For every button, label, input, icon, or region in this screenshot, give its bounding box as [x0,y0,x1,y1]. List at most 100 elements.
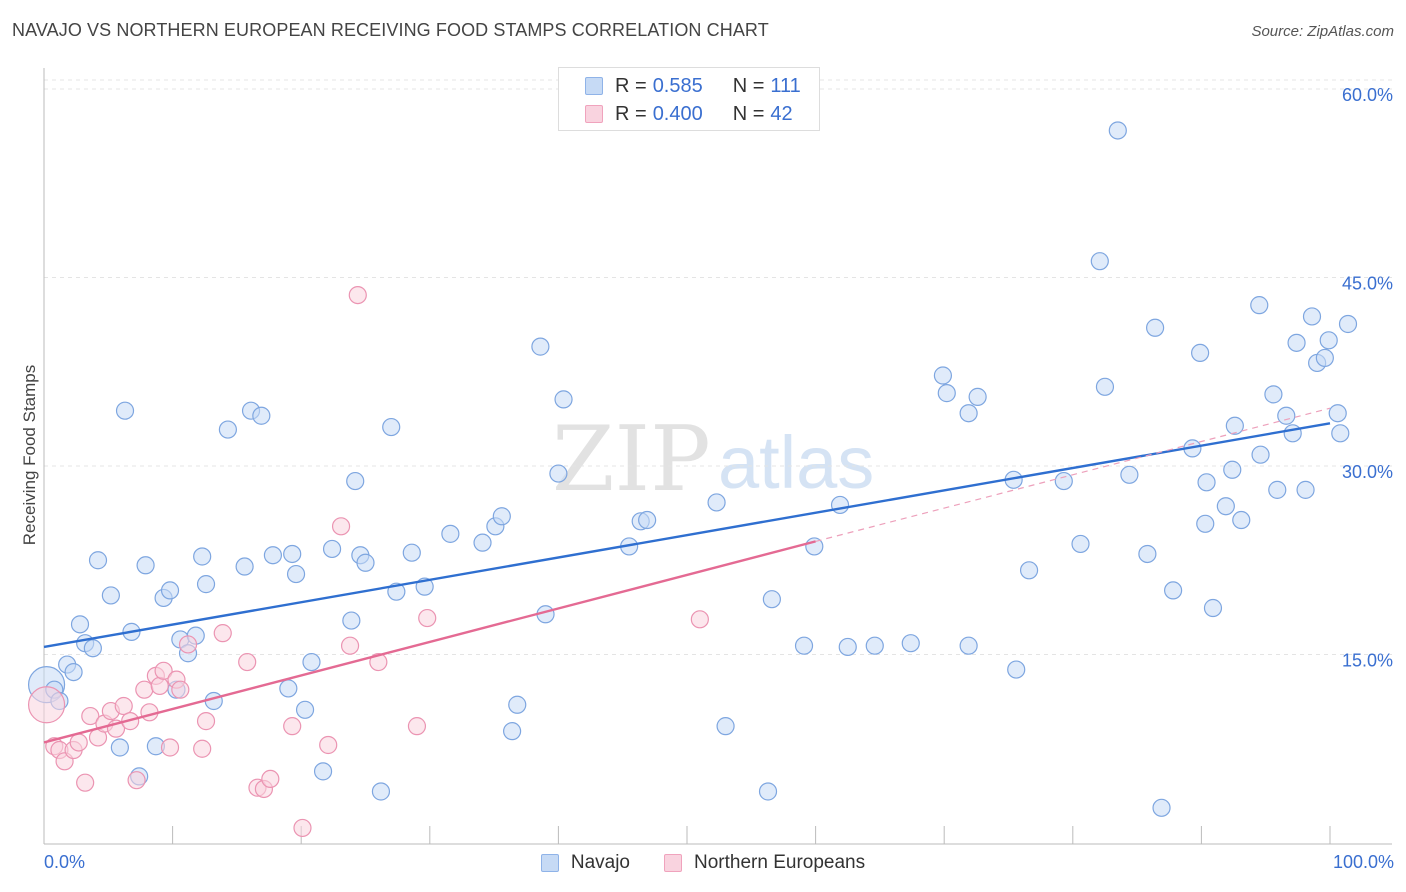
navajo-point [1302,307,1322,326]
northern-europeans-point [178,635,198,654]
navajo-point [1191,343,1210,362]
legend-item-northern-europeans: Northern Europeans [664,852,865,874]
navajo-point [313,762,333,781]
navajo-point [136,556,155,575]
navajo-point [283,544,302,564]
navajo-point [346,471,365,491]
navajo-point [1296,480,1315,499]
navajo-point [503,722,522,741]
legend-swatch-navajo [540,854,559,872]
northern-europeans-point [293,818,312,838]
navajo-point [356,553,375,572]
navajo-point [160,581,180,600]
chart-title: NAVAJO VS NORTHERN EUROPEAN RECEIVING FO… [12,20,769,40]
northern-europeans-point [27,686,66,724]
northern-europeans-point [193,739,212,758]
y-tick-label: 30.0% [1342,462,1393,482]
navajo-point [1019,561,1039,580]
northern-europeans-trend-extension [815,407,1331,542]
navajo-point [101,586,120,605]
y-tick-label: 15.0% [1342,651,1393,671]
legend-swatch-northern-europeans [585,105,603,123]
legend-r-label: R = [615,74,647,97]
navajo-point [382,417,401,437]
northern-europeans-point [319,735,338,755]
northern-europeans-point [340,636,360,655]
legend-n-value: 42 [770,102,793,125]
legend-label-navajo: Navajo [570,852,631,873]
northern-europeans-point [171,680,190,699]
navajo-point [263,546,283,565]
navajo-point [716,717,735,736]
legend-swatch-northern-europeans [664,854,683,872]
northern-europeans-point [331,517,351,536]
navajo-point [1250,296,1269,315]
navajo-point [1283,424,1302,443]
northern-europeans-point [196,712,216,731]
navajo-point [1216,497,1235,516]
navajo-point [1287,333,1306,352]
stats-legend: R = 0.585 N = 111 R = 0.400 N = 42 [558,67,820,131]
northern-europeans-point [238,652,257,672]
northern-europeans-point [213,624,232,643]
navajo-point [1197,473,1216,492]
navajo-point [1152,798,1171,817]
navajo-point [1232,510,1251,530]
source-label: Source: ZipAtlas.com [1251,23,1394,40]
navajo-point [1225,416,1244,435]
navajo-point [1090,252,1109,271]
series-legend: Navajo Northern Europeans [0,852,1406,874]
navajo-point [508,695,527,714]
navajo-point [1146,318,1165,337]
navajo-point [235,557,254,576]
northern-europeans-point [690,610,709,629]
northern-europeans-point [261,769,280,789]
navajo-point [70,615,90,634]
navajo-point [1164,581,1183,600]
navajo-point [286,564,306,584]
northern-europeans-point [76,773,95,792]
northern-europeans-point [418,608,437,628]
navajo-point [473,533,492,552]
navajo-point [794,636,814,655]
navajo-point [193,547,212,566]
navajo-point [115,401,135,420]
navajo-point [110,738,129,757]
legend-n-value: 111 [770,74,801,97]
navajo-point [1120,465,1139,484]
navajo-point [1251,445,1270,464]
navajo-point [302,652,321,672]
navajo-point [1203,598,1223,618]
navajo-point [441,524,460,543]
navajo-point [371,782,391,801]
legend-swatch-navajo [585,77,603,95]
legend-r-value: 0.585 [652,74,703,97]
navajo-point [933,366,953,385]
navajo-point [1264,385,1283,404]
navajo-point [196,575,216,594]
legend-r-label: R = [615,102,647,125]
y-tick-label: 45.0% [1342,274,1393,294]
navajo-point [901,634,920,653]
navajo-point [1138,544,1157,564]
navajo-point [1054,471,1073,491]
northern-europeans-point [348,285,367,305]
navajo-point [218,420,237,439]
northern-europeans-point [81,706,100,726]
navajo-point [959,404,978,423]
legend-row-northern-europeans: R = 0.400 N = 42 [585,103,793,125]
navajo-point [295,700,315,719]
legend-r-value: 0.400 [652,102,703,125]
northern-europeans-point [135,680,154,699]
navajo-point [959,636,978,655]
y-tick-label: 60.0% [1342,85,1393,105]
navajo-point [83,639,102,658]
navajo-point [1223,460,1242,479]
navajo-point [64,662,83,682]
navajo-point [402,543,421,562]
navajo-point [1071,534,1090,554]
navajo-point [531,337,550,356]
navajo-point [1331,424,1350,443]
navajo-point [1315,348,1334,368]
